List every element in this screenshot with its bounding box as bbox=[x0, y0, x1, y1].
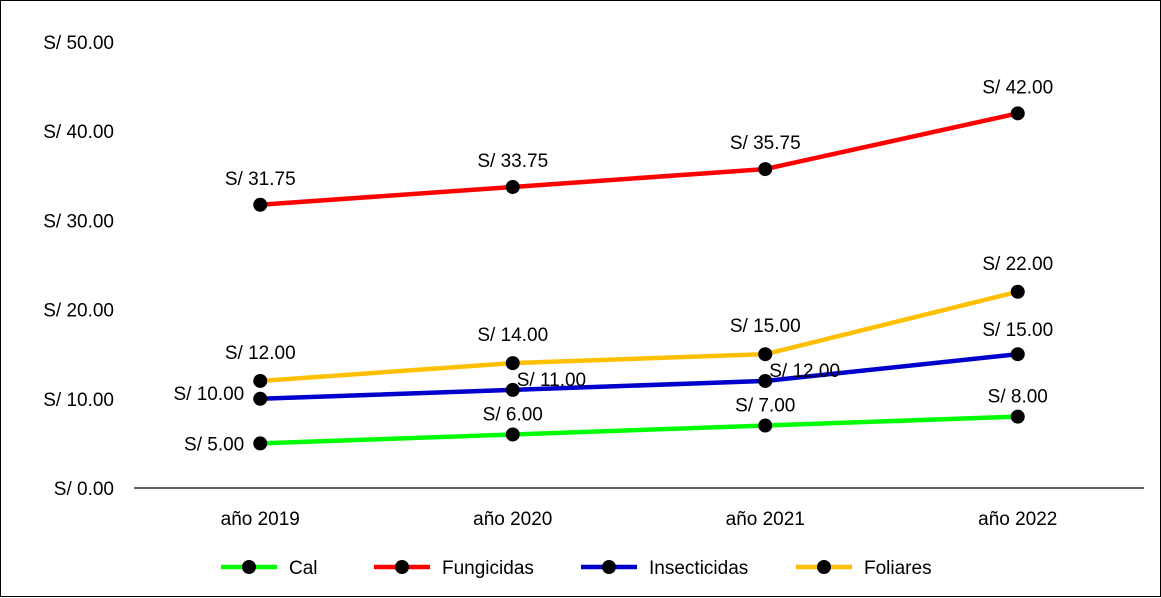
data-label: S/ 15.00 bbox=[982, 320, 1053, 341]
legend: Cal Fungicidas Insecticidas Foliares bbox=[221, 558, 932, 579]
data-label: S/ 11.00 bbox=[517, 370, 586, 391]
data-point bbox=[758, 418, 773, 433]
data-label: S/ 35.75 bbox=[730, 133, 801, 154]
series-line-fungicidas bbox=[258, 111, 1020, 208]
data-label-layer: S/ 5.00 S/ 6.00 S/ 7.00 S/ 8.00 S/ 31.75 S/ 3… bbox=[173, 77, 1053, 455]
data-label: S/ 10.00 bbox=[173, 384, 244, 405]
data-label: S/ 42.00 bbox=[982, 77, 1053, 98]
data-point bbox=[758, 162, 773, 177]
data-label: S/ 22.00 bbox=[982, 254, 1053, 275]
data-point bbox=[253, 373, 268, 388]
data-point bbox=[1010, 284, 1025, 299]
data-point bbox=[1010, 347, 1025, 362]
data-label: S/ 8.00 bbox=[988, 387, 1048, 408]
data-point bbox=[1010, 106, 1025, 121]
data-label: S/ 6.00 bbox=[483, 404, 543, 425]
legend-label: Fungicidas bbox=[442, 558, 534, 579]
legend-label: Insecticidas bbox=[649, 558, 748, 579]
data-label: S/ 14.00 bbox=[477, 325, 548, 346]
data-point bbox=[505, 179, 520, 194]
legend-marker bbox=[242, 560, 256, 574]
y-tick-label: S/ 40.00 bbox=[43, 122, 114, 143]
x-tick-label: año 2022 bbox=[978, 509, 1057, 530]
data-label: S/ 5.00 bbox=[184, 434, 244, 455]
data-point bbox=[253, 391, 268, 406]
y-tick-label: S/ 10.00 bbox=[43, 390, 114, 411]
data-point bbox=[505, 427, 520, 442]
data-point bbox=[758, 373, 773, 388]
data-point bbox=[253, 197, 268, 212]
data-point bbox=[505, 382, 520, 397]
series-line-insecticidas bbox=[258, 351, 1020, 402]
x-tick-label: año 2021 bbox=[726, 509, 805, 530]
y-tick-label: S/ 20.00 bbox=[43, 301, 114, 322]
data-label: S/ 15.00 bbox=[730, 316, 801, 337]
series-line-cal bbox=[258, 414, 1020, 446]
series-line-foliares bbox=[258, 289, 1020, 384]
series-layer bbox=[253, 106, 1025, 451]
x-tick-label: año 2020 bbox=[473, 509, 552, 530]
x-tick-label: año 2019 bbox=[221, 509, 300, 530]
y-tick-label: S/ 50.00 bbox=[43, 33, 114, 54]
legend-marker bbox=[602, 560, 616, 574]
data-point bbox=[1010, 409, 1025, 424]
y-tick-label: S/ 0.00 bbox=[54, 479, 114, 500]
data-point bbox=[505, 356, 520, 371]
data-label: S/ 12.00 bbox=[225, 343, 296, 364]
y-tick-label: S/ 30.00 bbox=[43, 211, 114, 232]
data-label: S/ 7.00 bbox=[735, 396, 795, 417]
data-label: S/ 33.75 bbox=[477, 151, 548, 172]
legend-marker bbox=[817, 560, 831, 574]
legend-marker bbox=[395, 560, 409, 574]
legend-label: Foliares bbox=[864, 558, 932, 579]
data-label: S/ 31.75 bbox=[225, 169, 296, 190]
data-point bbox=[758, 347, 773, 362]
data-label: S/ 12.00 bbox=[769, 361, 840, 382]
axis-layer: S/ 0.00 S/ 10.00 S/ 20.00 S/ 30.00 S/ 40.00 S… bbox=[43, 33, 1144, 530]
legend-label: Cal bbox=[289, 558, 318, 579]
data-point bbox=[253, 436, 268, 451]
